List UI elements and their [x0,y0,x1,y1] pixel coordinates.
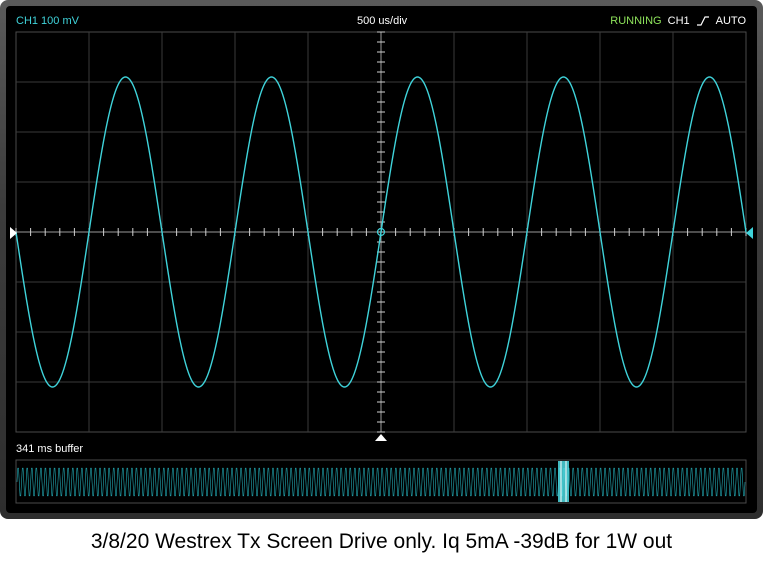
image-caption: 3/8/20 Westrex Tx Screen Drive only. Iq … [90,530,673,553]
channel-scale-label[interactable]: CH1 100 mV [16,15,79,27]
trigger-mode-label[interactable]: AUTO [715,15,746,27]
trigger-level-marker-icon[interactable] [746,227,753,239]
run-status-indicator[interactable]: RUNNING [610,15,662,27]
buffer-view-window[interactable] [558,461,569,502]
ch1-waveform-trace [15,76,747,388]
waveform-display[interactable] [0,0,763,519]
ground-marker-icon[interactable] [10,227,17,239]
rising-edge-icon[interactable] [696,16,710,26]
trigger-status-group: RUNNING CH1 AUTO [610,15,746,27]
buffer-overview-bar[interactable] [15,459,747,504]
buffer-waveform-trace [16,467,746,497]
buffer-waveform [16,467,746,497]
buffer-length-label: 341 ms buffer [16,443,84,455]
trigger-position-marker-icon[interactable] [375,434,387,441]
trigger-channel-label[interactable]: CH1 [667,15,690,27]
timebase-label[interactable]: 500 us/div [357,15,408,27]
